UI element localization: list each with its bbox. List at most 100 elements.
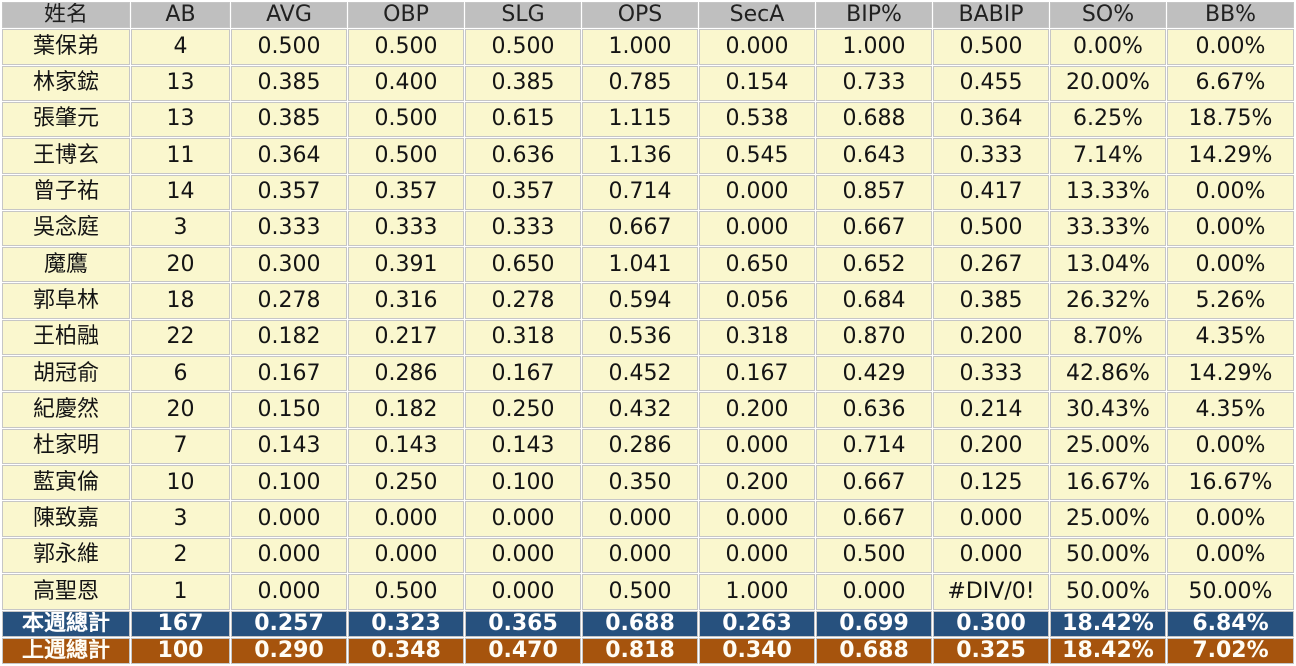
total-stat-cell-bb-pct: 6.84% — [1168, 611, 1293, 636]
total-stat-cell-ab: 100 — [132, 638, 229, 663]
stat-cell-slg: 0.318 — [466, 320, 580, 355]
total-row-last-week: 上週總計 100 0.290 0.348 0.470 0.818 0.340 0.688 0.3… — [3, 638, 1293, 663]
stat-cell-slg: 0.278 — [466, 284, 580, 318]
stat-cell-so-pct: 16.67% — [1051, 466, 1165, 500]
stat-cell-obp: 0.500 — [349, 102, 463, 137]
stat-cell-slg: 0.167 — [466, 357, 580, 391]
total-stat-cell-so-pct: 18.42% — [1051, 638, 1165, 663]
stat-cell-obp: 0.316 — [349, 284, 463, 318]
stat-cell-bb-pct: 18.75% — [1168, 102, 1293, 137]
stat-cell-seca: 0.200 — [700, 393, 814, 427]
stat-cell-ops: 0.500 — [583, 575, 697, 609]
stat-cell-seca: 0.318 — [700, 320, 814, 355]
stat-cell-obp: 0.500 — [349, 30, 463, 64]
stat-cell-avg: 0.300 — [232, 248, 346, 282]
stat-cell-ab: 3 — [132, 211, 229, 246]
stat-cell-avg: 0.143 — [232, 429, 346, 464]
total-stat-cell-seca: 0.263 — [700, 611, 814, 636]
stat-cell-babip: 0.455 — [934, 66, 1048, 100]
stat-cell-seca: 0.000 — [700, 429, 814, 464]
total-row-this-week: 本週總計 167 0.257 0.323 0.365 0.688 0.263 0.699 0.3… — [3, 611, 1293, 636]
stat-cell-bb-pct: 50.00% — [1168, 575, 1293, 609]
player-row: 魔鷹 20 0.300 0.391 0.650 1.041 0.650 0.652 0.267 1… — [3, 248, 1293, 282]
stat-cell-bip-pct: 0.733 — [817, 66, 931, 100]
stat-cell-bip-pct: 0.667 — [817, 502, 931, 536]
stat-cell-ab: 2 — [132, 538, 229, 573]
stat-cell-ops: 0.000 — [583, 502, 697, 536]
total-stat-cell-so-pct: 18.42% — [1051, 611, 1165, 636]
stat-cell-babip: 0.333 — [934, 357, 1048, 391]
total-stat-cell-obp: 0.323 — [349, 611, 463, 636]
stat-cell-obp: 0.182 — [349, 393, 463, 427]
player-name-cell: 葉保弟 — [3, 30, 129, 64]
total-stat-cell-avg: 0.257 — [232, 611, 346, 636]
stat-cell-ops: 0.536 — [583, 320, 697, 355]
stat-cell-obp: 0.286 — [349, 357, 463, 391]
stat-cell-bb-pct: 0.00% — [1168, 175, 1293, 209]
stat-cell-so-pct: 42.86% — [1051, 357, 1165, 391]
stat-cell-avg: 0.167 — [232, 357, 346, 391]
stat-cell-bip-pct: 0.500 — [817, 538, 931, 573]
stat-cell-so-pct: 20.00% — [1051, 66, 1165, 100]
stat-cell-ops: 1.136 — [583, 139, 697, 173]
stat-cell-babip: 0.214 — [934, 393, 1048, 427]
stat-cell-avg: 0.364 — [232, 139, 346, 173]
stat-cell-slg: 0.357 — [466, 175, 580, 209]
total-stat-cell-bip-pct: 0.688 — [817, 638, 931, 663]
total-stat-cell-babip: 0.300 — [934, 611, 1048, 636]
header-row: 姓名 AB AVG OBP SLG OPS SecA BIP% BABIP SO% BB% — [3, 3, 1293, 28]
stat-cell-babip: 0.200 — [934, 320, 1048, 355]
stat-cell-ab: 20 — [132, 248, 229, 282]
stat-cell-bip-pct: 0.688 — [817, 102, 931, 137]
total-stat-cell-slg: 0.365 — [466, 611, 580, 636]
stat-cell-babip: 0.000 — [934, 502, 1048, 536]
stat-cell-obp: 0.357 — [349, 175, 463, 209]
stat-cell-obp: 0.500 — [349, 139, 463, 173]
stat-cell-babip: 0.417 — [934, 175, 1048, 209]
stat-cell-ops: 1.000 — [583, 30, 697, 64]
stat-cell-seca: 0.167 — [700, 357, 814, 391]
stat-cell-avg: 0.385 — [232, 66, 346, 100]
player-name-cell: 藍寅倫 — [3, 466, 129, 500]
stat-cell-slg: 0.000 — [466, 575, 580, 609]
total-stat-cell-ab: 167 — [132, 611, 229, 636]
stat-cell-avg: 0.000 — [232, 538, 346, 573]
stat-cell-avg: 0.333 — [232, 211, 346, 246]
stat-cell-babip: 0.364 — [934, 102, 1048, 137]
stat-cell-ab: 13 — [132, 66, 229, 100]
stat-cell-so-pct: 7.14% — [1051, 139, 1165, 173]
stat-cell-bb-pct: 16.67% — [1168, 466, 1293, 500]
stat-cell-so-pct: 13.33% — [1051, 175, 1165, 209]
stat-cell-ab: 14 — [132, 175, 229, 209]
stat-cell-slg: 0.000 — [466, 538, 580, 573]
player-row: 胡冠俞 6 0.167 0.286 0.167 0.452 0.167 0.429 0.333 4… — [3, 357, 1293, 391]
player-row: 杜家明 7 0.143 0.143 0.143 0.286 0.000 0.714 0.200 2… — [3, 429, 1293, 464]
stat-cell-so-pct: 30.43% — [1051, 393, 1165, 427]
stat-cell-so-pct: 8.70% — [1051, 320, 1165, 355]
total-stat-cell-bb-pct: 7.02% — [1168, 638, 1293, 663]
stat-cell-babip: 0.000 — [934, 538, 1048, 573]
header-cell-ops: OPS — [583, 3, 697, 28]
stat-cell-bip-pct: 0.667 — [817, 211, 931, 246]
stat-cell-seca: 0.200 — [700, 466, 814, 500]
stat-cell-bip-pct: 0.714 — [817, 429, 931, 464]
stat-cell-ab: 18 — [132, 284, 229, 318]
stat-cell-slg: 0.636 — [466, 139, 580, 173]
stat-cell-slg: 0.333 — [466, 211, 580, 246]
stat-cell-ops: 0.714 — [583, 175, 697, 209]
player-row: 葉保弟 4 0.500 0.500 0.500 1.000 0.000 1.000 0.500 0… — [3, 30, 1293, 64]
header-cell-bb-pct: BB% — [1168, 3, 1293, 28]
total-stat-cell-bip-pct: 0.699 — [817, 611, 931, 636]
stat-cell-avg: 0.500 — [232, 30, 346, 64]
player-name-cell: 曾子祐 — [3, 175, 129, 209]
header-cell-avg: AVG — [232, 3, 346, 28]
stat-cell-avg: 0.000 — [232, 502, 346, 536]
stat-cell-ops: 0.432 — [583, 393, 697, 427]
stat-cell-bb-pct: 0.00% — [1168, 248, 1293, 282]
stat-cell-ab: 10 — [132, 466, 229, 500]
total-stat-cell-seca: 0.340 — [700, 638, 814, 663]
player-row: 吳念庭 3 0.333 0.333 0.333 0.667 0.000 0.667 0.500 3… — [3, 211, 1293, 246]
player-name-cell: 胡冠俞 — [3, 357, 129, 391]
stat-cell-avg: 0.000 — [232, 575, 346, 609]
